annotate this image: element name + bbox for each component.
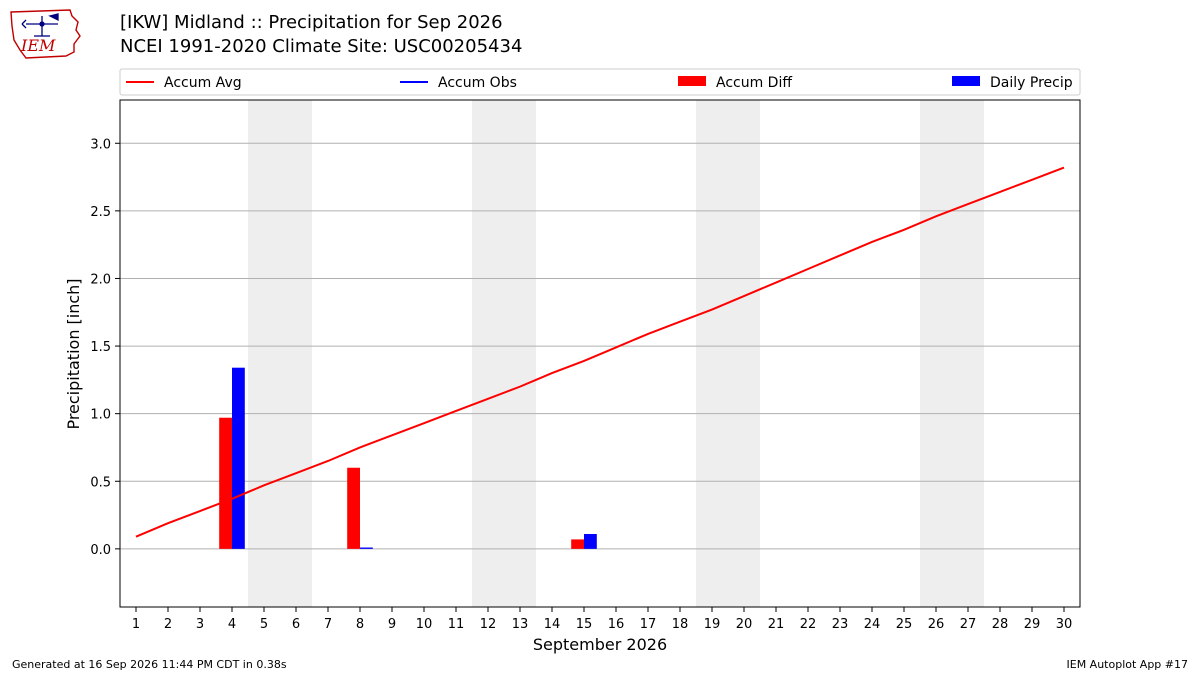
chart-subtitle: NCEI 1991-2020 Climate Site: USC00205434 — [120, 36, 523, 57]
iem-logo: IEM — [10, 9, 81, 59]
x-tick-label: 3 — [196, 617, 204, 632]
y-tick-label: 2.5 — [90, 205, 111, 220]
y-tick-label: 0.5 — [90, 475, 111, 490]
x-tick-label: 29 — [1024, 617, 1041, 632]
x-tick-label: 12 — [480, 617, 497, 632]
x-tick-label: 21 — [768, 617, 785, 632]
x-axis: 1 2 3 4 5 6 7 8 9 10 11 12 13 14 15 16 17 18 19 20 21 22 23 24 2… — [132, 607, 1072, 632]
legend-box — [119, 68, 1081, 96]
x-tick-label: 1 — [132, 617, 140, 632]
x-tick-label: 11 — [448, 617, 465, 632]
x-tick-label: 19 — [704, 617, 721, 632]
x-tick-label: 7 — [324, 617, 332, 632]
y-tick-label: 2.0 — [90, 272, 111, 287]
x-tick-label: 25 — [896, 617, 913, 632]
x-tick-label: 17 — [640, 617, 657, 632]
legend-label: Daily Precip — [990, 75, 1073, 91]
x-axis-label: September 2026 — [533, 635, 667, 654]
accum-diff-bar — [347, 467, 360, 549]
y-tick-label: 1.0 — [90, 408, 111, 423]
line-series — [135, 166, 1065, 538]
y-axis: 0.0 0.5 1.0 1.5 2.0 2.5 3.0 — [90, 137, 120, 558]
app-label: IEM Autoplot App #17 — [1066, 658, 1189, 671]
accum-diff-bar — [219, 417, 232, 549]
x-tick-label: 23 — [832, 617, 849, 632]
legend-swatch-bar — [678, 76, 706, 86]
daily-precip-bar — [232, 367, 245, 549]
y-axis-label: Precipitation [inch] — [64, 278, 83, 429]
weekend-bands — [248, 100, 984, 607]
x-tick-label: 13 — [512, 617, 529, 632]
x-tick-label: 22 — [800, 617, 817, 632]
x-tick-label: 20 — [736, 617, 753, 632]
iowa-state-outline-icon — [10, 9, 81, 59]
legend-label: Accum Avg — [164, 75, 242, 91]
daily-precip-bar — [360, 547, 373, 549]
plot-frame — [119, 99, 1081, 608]
legend: Accum Avg Accum Obs Accum Diff Daily Precip — [119, 68, 1081, 96]
y-tick-label: 0.0 — [90, 543, 111, 558]
x-tick-label: 27 — [960, 617, 977, 632]
logo-text: IEM — [20, 36, 56, 55]
x-tick-label: 28 — [992, 617, 1009, 632]
grid-lines — [120, 142, 1080, 550]
x-tick-label: 16 — [608, 617, 625, 632]
bar-series — [219, 367, 597, 549]
x-tick-label: 10 — [416, 617, 433, 632]
y-tick-label: 1.5 — [90, 340, 111, 355]
weekend-band — [472, 100, 536, 607]
weekend-band — [248, 100, 312, 607]
x-tick-label: 26 — [928, 617, 945, 632]
x-tick-label: 18 — [672, 617, 689, 632]
x-tick-label: 5 — [260, 617, 268, 632]
x-tick-label: 24 — [864, 617, 881, 632]
weekend-band — [696, 100, 760, 607]
accum-diff-bar — [571, 539, 584, 549]
legend-label: Accum Obs — [438, 75, 517, 91]
x-tick-label: 30 — [1056, 617, 1073, 632]
x-tick-label: 9 — [388, 617, 396, 632]
x-tick-label: 8 — [356, 617, 364, 632]
x-tick-label: 14 — [544, 617, 561, 632]
chart-title: [IKW] Midland :: Precipitation for Sep 2… — [120, 12, 503, 33]
daily-precip-bar — [584, 533, 597, 549]
generated-timestamp: Generated at 16 Sep 2026 11:44 PM CDT in… — [12, 658, 287, 671]
x-tick-label: 15 — [576, 617, 593, 632]
y-tick-label: 3.0 — [90, 137, 111, 152]
legend-swatch-bar — [952, 76, 980, 86]
x-tick-label: 6 — [292, 617, 300, 632]
accum-avg-line — [135, 166, 1065, 538]
x-tick-label: 4 — [228, 617, 236, 632]
legend-label: Accum Diff — [716, 75, 792, 91]
weather-vane-icon — [21, 13, 59, 37]
x-tick-label: 2 — [164, 617, 172, 632]
weekend-band — [920, 100, 984, 607]
